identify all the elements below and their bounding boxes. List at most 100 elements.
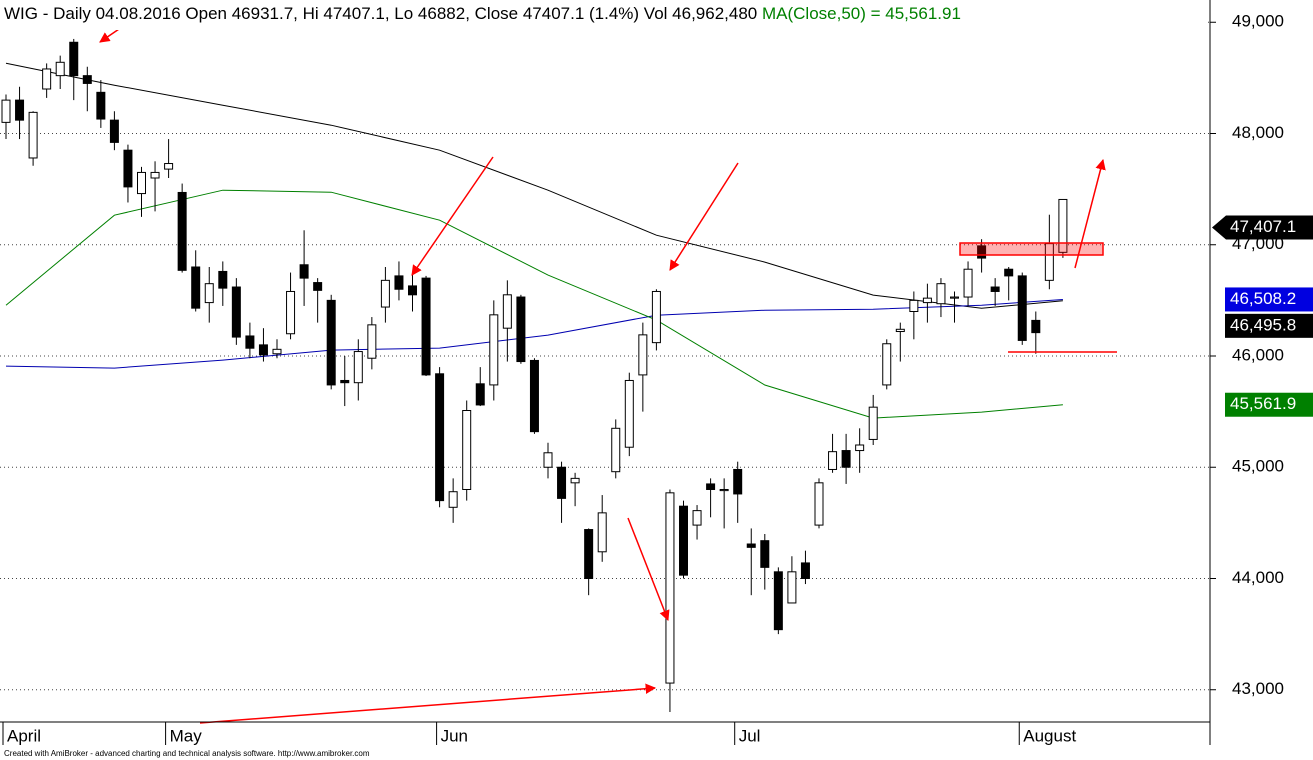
candle-body	[258, 344, 268, 356]
candle-body	[502, 294, 512, 329]
candle-body	[868, 406, 878, 440]
candle-body	[828, 451, 838, 470]
candle-body	[529, 359, 539, 433]
candle-body	[109, 119, 119, 143]
y-tick-label: 43,000	[1232, 679, 1284, 698]
arrow	[1074, 158, 1106, 269]
candle-body	[760, 540, 770, 568]
price-tag-label: 45,561.9	[1230, 394, 1296, 413]
candle-body	[679, 505, 688, 576]
footer: Created with AmiBroker - advanced charti…	[4, 749, 370, 758]
candle-body	[706, 483, 716, 490]
price-tag-label: 47,407.1	[1230, 217, 1296, 236]
candle-body	[638, 334, 648, 376]
candle-body	[882, 343, 892, 386]
candle-body	[489, 314, 499, 386]
candle-body	[611, 427, 621, 473]
candle-body	[245, 335, 255, 349]
candle-body	[516, 296, 526, 363]
title-ma: MA(Close,50) = 45,561.91	[762, 4, 961, 23]
arrow	[669, 162, 739, 271]
candle-body	[773, 571, 783, 631]
candle-body	[123, 149, 133, 188]
candle-body	[800, 562, 810, 579]
candle-body	[394, 275, 404, 290]
candle-body	[28, 111, 38, 159]
candle-body	[1, 99, 11, 123]
title-background	[0, 0, 1206, 30]
candle-body	[1058, 198, 1068, 253]
chart-title: WIG - Daily 04.08.2016 Open 46931.7, Hi …	[4, 4, 961, 23]
candle-body	[326, 299, 336, 386]
x-tick-label: Jul	[739, 726, 761, 745]
x-tick-label: August	[1023, 726, 1076, 745]
candle-body	[584, 529, 594, 579]
candle-body	[557, 466, 567, 499]
candle-body	[367, 324, 377, 359]
candle-body	[137, 171, 146, 195]
candle-body	[82, 75, 92, 84]
x-tick-label: May	[170, 726, 203, 745]
candle-body	[963, 268, 973, 298]
candle-body	[421, 277, 431, 376]
candle-body	[977, 245, 987, 259]
candle-body	[462, 410, 472, 490]
candle-body	[15, 99, 25, 121]
candle-body	[665, 492, 675, 684]
candle-body	[814, 482, 824, 526]
ma-line	[5, 189, 1063, 419]
resistance-zone	[959, 242, 1104, 256]
price-tag	[1225, 392, 1313, 417]
candles	[1, 38, 1068, 712]
candle-body	[841, 450, 851, 468]
candle-body	[164, 163, 174, 170]
candle-body	[597, 512, 607, 553]
candle-body	[353, 351, 363, 384]
candle-body	[787, 571, 797, 604]
price-tag	[1225, 287, 1313, 312]
candle-body	[543, 452, 553, 468]
arrow	[627, 517, 670, 621]
x-tick-label: April	[7, 726, 41, 745]
arrow	[411, 156, 494, 276]
candle-body	[936, 283, 946, 305]
candle-body	[286, 290, 296, 335]
candle-body	[69, 41, 79, 77]
candle-body	[340, 379, 350, 384]
candle-body	[895, 328, 905, 333]
title-text: WIG - Daily 04.08.2016 Open 46931.7, Hi …	[4, 4, 757, 23]
ma-line	[5, 62, 1063, 309]
candle-body	[950, 296, 959, 299]
candle-body	[909, 299, 919, 312]
price-tag-label: 46,508.2	[1230, 289, 1296, 308]
candle-body	[475, 383, 485, 406]
candle-body	[570, 477, 580, 484]
candle-body	[177, 191, 187, 271]
candle-body	[990, 286, 1000, 292]
candle-body	[1031, 319, 1041, 334]
candle-body	[855, 444, 865, 452]
candle-body	[651, 290, 661, 344]
candle-body	[96, 91, 106, 120]
candle-body	[746, 543, 756, 548]
candle-body	[1004, 268, 1014, 277]
y-tick-label: 49,000	[1232, 12, 1284, 31]
price-tag-label: 46,495.8	[1230, 315, 1296, 334]
candle-body	[204, 283, 214, 304]
candle-body	[922, 297, 932, 304]
x-tick-label: Jun	[441, 726, 468, 745]
candle-body	[435, 373, 445, 502]
candle-body	[448, 491, 458, 508]
candle-body	[1017, 275, 1027, 341]
candle-body	[55, 61, 65, 77]
candle-body	[272, 348, 282, 355]
y-tick-label: 48,000	[1232, 123, 1284, 142]
candle-body	[191, 266, 201, 309]
price-tag	[1225, 313, 1313, 338]
y-tick-label: 45,000	[1232, 457, 1284, 476]
annotations	[99, 26, 1117, 724]
arrow	[199, 683, 657, 724]
y-tick-label: 46,000	[1232, 345, 1284, 364]
